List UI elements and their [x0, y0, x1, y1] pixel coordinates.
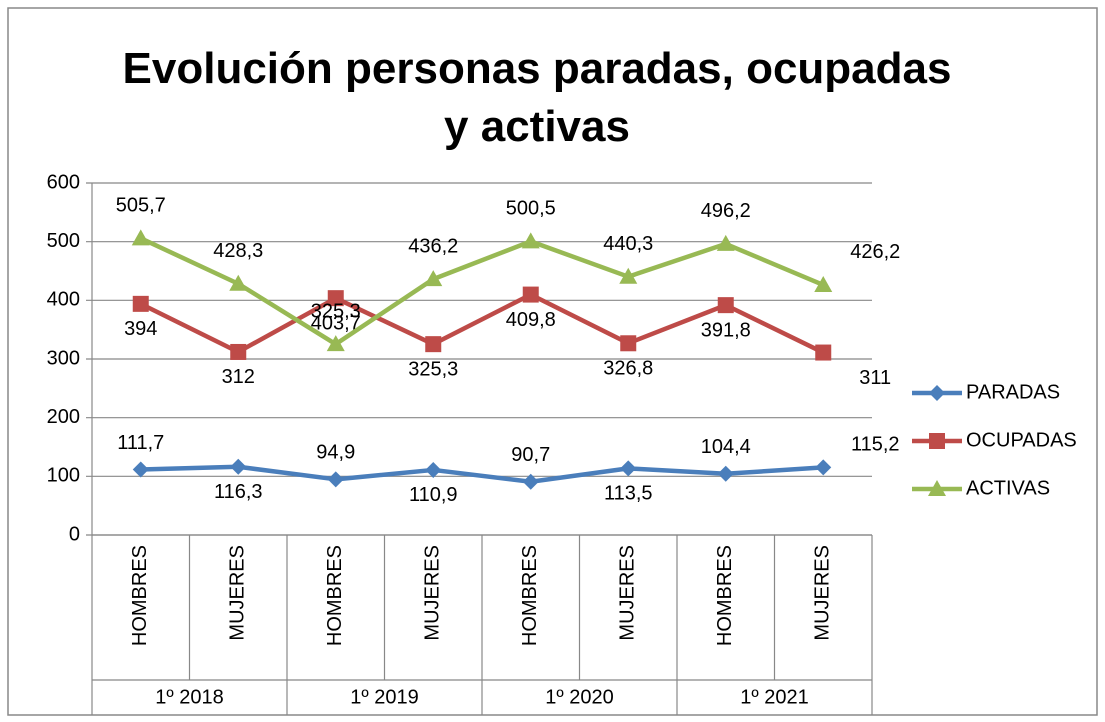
- data-label: 436,2: [408, 235, 458, 257]
- series-line: [139, 236, 825, 347]
- legend-label: PARADAS: [966, 381, 1060, 403]
- marker: [929, 433, 945, 449]
- data-label: 496,2: [701, 200, 751, 222]
- marker: [230, 458, 247, 475]
- marker: [522, 473, 539, 490]
- marker: [717, 297, 734, 314]
- data-label: 115,2: [851, 434, 900, 456]
- x-tick-label: HOMBRES: [324, 545, 346, 646]
- y-tick-label: 500: [47, 230, 80, 252]
- data-label: 111,7: [117, 432, 164, 454]
- marker: [815, 459, 832, 476]
- data-label: 505,7: [116, 195, 166, 217]
- data-label: 113,5: [604, 483, 653, 505]
- y-tick-label: 0: [69, 523, 80, 545]
- marker: [327, 471, 344, 488]
- data-label: 426,2: [850, 241, 900, 263]
- data-label: 325,3: [311, 300, 361, 322]
- y-tick-label: 600: [47, 171, 80, 193]
- y-tick-label: 400: [47, 289, 80, 311]
- x-tick-label: MUJERES: [617, 545, 639, 641]
- marker: [327, 290, 344, 307]
- x-tick-label: MUJERES: [227, 545, 249, 641]
- marker: [928, 480, 946, 496]
- data-label: 94,9: [316, 442, 355, 464]
- data-label: 428,3: [213, 240, 263, 262]
- marker: [716, 234, 735, 251]
- marker: [132, 461, 149, 478]
- y-tick-label: 200: [47, 406, 80, 428]
- group-label: 1º 2021: [740, 686, 808, 708]
- data-label: 104,4: [701, 436, 751, 458]
- marker: [815, 344, 832, 361]
- marker: [326, 335, 345, 352]
- group-label: 1º 2020: [545, 686, 613, 708]
- marker: [425, 461, 442, 478]
- marker: [230, 343, 247, 360]
- data-label: 90,7: [511, 444, 550, 466]
- data-label: 326,8: [603, 358, 653, 380]
- group-label: 1º 2019: [350, 686, 418, 708]
- data-label: 116,3: [214, 481, 263, 503]
- marker: [619, 267, 638, 284]
- marker: [132, 295, 149, 312]
- data-label: 325,3: [408, 358, 458, 380]
- legend-label: OCUPADAS: [966, 429, 1077, 451]
- chart-title: Evolución personas paradas, ocupadas y a…: [122, 44, 952, 151]
- data-label: 110,9: [409, 484, 458, 506]
- data-label: 394: [124, 318, 157, 340]
- marker: [717, 465, 734, 482]
- data-label: 440,3: [603, 233, 653, 255]
- x-tick-label: MUJERES: [812, 545, 834, 641]
- x-tick-label: HOMBRES: [129, 545, 151, 646]
- marker: [521, 232, 540, 249]
- marker: [229, 274, 248, 291]
- data-label: 311: [859, 367, 891, 389]
- x-tick-label: HOMBRES: [519, 545, 541, 646]
- series-line: [139, 292, 825, 355]
- group-label: 1º 2018: [155, 686, 223, 708]
- marker: [620, 335, 637, 352]
- marker: [814, 275, 833, 292]
- data-label: 500,5: [506, 198, 556, 220]
- data-label: 409,8: [506, 309, 556, 331]
- marker: [131, 229, 150, 246]
- marker: [929, 385, 945, 401]
- y-tick-label: 100: [47, 465, 80, 487]
- series-line: [140, 464, 824, 485]
- marker: [620, 460, 637, 477]
- marker: [424, 270, 443, 287]
- data-label: 403,7: [311, 312, 361, 334]
- marker: [522, 286, 539, 303]
- data-label: 391,8: [701, 319, 751, 341]
- marker: [425, 336, 442, 353]
- x-tick-label: MUJERES: [422, 545, 444, 641]
- legend-label: ACTIVAS: [966, 477, 1050, 499]
- x-tick-label: HOMBRES: [714, 545, 736, 646]
- y-tick-label: 300: [47, 347, 80, 369]
- data-label: 312: [222, 366, 255, 388]
